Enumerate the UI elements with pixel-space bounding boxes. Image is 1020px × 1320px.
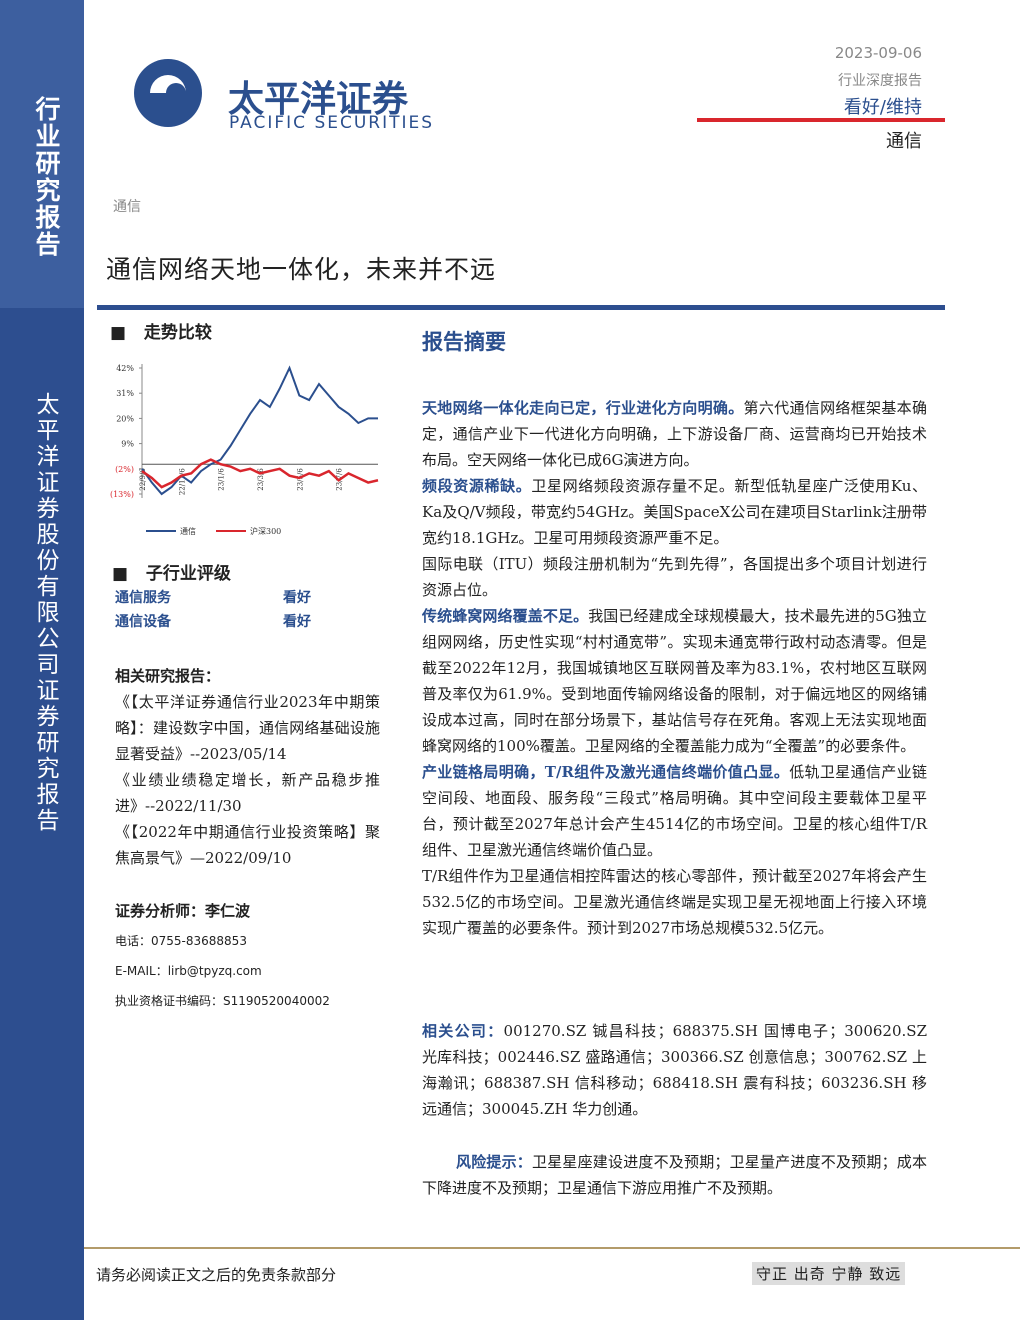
companies-para: 相关公司：001270.SZ 铖昌科技；688375.SH 国博电子；30062… bbox=[422, 1018, 927, 1122]
sidebar-top-text: 行业研究报告 bbox=[32, 96, 61, 258]
paragraph-text: T/R组件作为卫星通信相控阵雷达的核心零部件，预计截至2027年将会产生532.… bbox=[422, 867, 927, 937]
report-item: 《业绩业绩稳定增长，新产品稳步推进》--2022/11/30 bbox=[115, 771, 380, 815]
logo bbox=[125, 26, 210, 152]
summary-body: 天地网络一体化走向已定，行业进化方向明确。第六代通信网络框架基本确定，通信产业下… bbox=[422, 395, 927, 941]
trend-heading: ■ 走势比较 bbox=[110, 323, 212, 343]
series-line bbox=[141, 458, 379, 489]
ratings-heading: ■ 子行业评级 bbox=[112, 564, 231, 584]
summary-paragraph: 频段资源稀缺。卫星网络频段资源存量不足。新型低轨星座广泛使用Ku、Ka及Q/V频… bbox=[422, 473, 927, 551]
analyst-name: 证券分析师：李仁波 bbox=[115, 902, 251, 920]
paragraph-lead: 频段资源稀缺。 bbox=[422, 477, 532, 495]
disclaimer: 请务必阅读正文之后的免责条款部分 bbox=[96, 1266, 337, 1284]
footer-rule bbox=[84, 1247, 1020, 1249]
x-tick-label: 23/3/6 bbox=[257, 468, 265, 491]
summary-paragraph: 国际电联（ITU）频段注册机制为“先到先得”，各国提出多个项目计划进行资源占位。 bbox=[422, 551, 927, 603]
brand-cn: 太平洋证券 bbox=[228, 79, 409, 120]
trend-chart: 42% 31% 20% 9% (2%) (13%) 22/9/6 22/11/6 23/1/6 2… bbox=[110, 364, 379, 536]
companies: 相关公司：001270.SZ 铖昌科技；688375.SH 国博电子；30062… bbox=[422, 1018, 927, 1122]
risk-lead: 风险提示： bbox=[456, 1153, 532, 1171]
title-rule bbox=[97, 305, 945, 310]
summary-heading: 报告摘要 bbox=[422, 329, 506, 354]
x-tick-label: 23/5/6 bbox=[296, 468, 304, 491]
analyst-phone: 电话：0755-83688853 bbox=[115, 934, 247, 948]
paragraph-text: 国际电联（ITU）频段注册机制为“先到先得”，各国提出多个项目计划进行资源占位。 bbox=[422, 555, 927, 599]
summary-paragraph: 产业链格局明确，T/R组件及激光通信终端价值凸显。低轨卫星通信产业链空间段、地面… bbox=[422, 759, 927, 863]
report-type: 行业深度报告 bbox=[838, 73, 922, 89]
y-tick-label: 42% bbox=[116, 364, 134, 373]
y-tick-label: 20% bbox=[116, 414, 134, 423]
y-tick-label: 9% bbox=[121, 440, 134, 449]
risk-text: 卫星星座建设进度不及预期；卫星量产进度不及预期；成本下降进度不及预期；卫星通信下… bbox=[422, 1153, 927, 1197]
summary-paragraph: T/R组件作为卫星通信相控阵雷达的核心零部件，预计截至2027年将会产生532.… bbox=[422, 863, 927, 941]
motto: 守正 出奇 宁静 致远 bbox=[752, 1262, 906, 1285]
rating: 看好/维持 bbox=[843, 97, 922, 118]
paragraph-text: 我国已经建成全球规模最大，技术最先进的5G独立组网网络，历史性实现“村村通宽带”… bbox=[422, 607, 927, 755]
summary-paragraph: 传统蜂窝网络覆盖不足。我国已经建成全球规模最大，技术最先进的5G独立组网网络，历… bbox=[422, 603, 927, 759]
related-heading: 相关研究报告： bbox=[115, 667, 221, 685]
sub-industry: 通信服务 bbox=[115, 590, 171, 606]
paragraph-text: 第六代通信网络框架基本确定，通信产业下一代进化方向明确，上下游设备厂商、运营商均… bbox=[422, 399, 927, 469]
section: 通信 bbox=[113, 199, 141, 215]
trend-heading-text: 走势比较 bbox=[143, 323, 212, 343]
companies-lead: 相关公司： bbox=[422, 1022, 504, 1040]
paragraph-text: 低轨卫星通信产业链空间段、地面段、服务段“三段式”格局明确。其中空间段主要载体卫… bbox=[422, 763, 927, 859]
ratings-heading-text: 子行业评级 bbox=[145, 564, 231, 584]
report-list: 《【太平洋证券通信行业2023年中期策略】：建设数字中国，通信网络基础设施显著受… bbox=[115, 689, 380, 871]
sidebar-bottom bbox=[0, 308, 84, 1320]
legend-label: 沪深300 bbox=[250, 526, 281, 536]
legend-label: 通信 bbox=[180, 526, 196, 536]
risk-para: 风险提示：卫星星座建设进度不及预期；卫星量产进度不及预期；成本下降进度不及预期；… bbox=[422, 1149, 927, 1201]
paragraph-text: 卫星网络频段资源存量不足。新型低轨星座广泛使用Ku、Ka及Q/V频段，带宽约54… bbox=[422, 477, 927, 547]
report-item: 《【2022年中期通信行业投资策略】聚焦高景气》—2022/09/10 bbox=[115, 823, 380, 867]
y-tick-label: (2%) bbox=[115, 465, 134, 474]
rating-row: 通信设备 看好 bbox=[115, 610, 385, 634]
paragraph-lead: 传统蜂窝网络覆盖不足。 bbox=[422, 607, 589, 625]
paragraph-lead: 天地网络一体化走向已定，行业进化方向明确。 bbox=[422, 399, 744, 417]
analyst-license: 执业资格证书编码：S1190520040002 bbox=[115, 994, 330, 1008]
sidebar-bottom-text: 太平洋证券股份有限公司证券研究报告 bbox=[32, 392, 58, 834]
x-tick-label: 23/1/6 bbox=[218, 468, 226, 491]
industry: 通信 bbox=[886, 131, 922, 152]
title: 通信网络天地一体化，未来并不远 bbox=[106, 255, 497, 284]
analyst-email: E-MAIL：lirb@tpyzq.com bbox=[115, 964, 262, 978]
risk: 风险提示：卫星星座建设进度不及预期；卫星量产进度不及预期；成本下降进度不及预期；… bbox=[422, 1149, 927, 1201]
y-tick-label: 31% bbox=[116, 389, 134, 398]
x-tick-label: 22/11/6 bbox=[178, 468, 186, 496]
sub-rating: 看好 bbox=[283, 590, 311, 606]
x-tick-label: 22/9/6 bbox=[139, 468, 147, 491]
ratings-table: 通信服务 看好 通信设备 看好 bbox=[115, 586, 385, 634]
paragraph-lead: 产业链格局明确，T/R组件及激光通信终端价值凸显。 bbox=[422, 763, 790, 781]
brand-en: PACIFIC SECURITIES bbox=[229, 113, 435, 133]
summary-paragraph: 天地网络一体化走向已定，行业进化方向明确。第六代通信网络框架基本确定，通信产业下… bbox=[422, 395, 927, 473]
sub-industry: 通信设备 bbox=[115, 614, 171, 630]
sidebar-top bbox=[0, 0, 84, 308]
y-tick-label: (13%) bbox=[110, 490, 134, 499]
companies-text: 001270.SZ 铖昌科技；688375.SH 国博电子；300620.SZ … bbox=[422, 1022, 927, 1118]
date: 2023-09-06 bbox=[834, 44, 922, 62]
sub-rating: 看好 bbox=[283, 614, 311, 630]
rating-row: 通信服务 看好 bbox=[115, 586, 385, 610]
report-item: 《【太平洋证券通信行业2023年中期策略】：建设数字中国，通信网络基础设施显著受… bbox=[115, 693, 380, 763]
related-reports: 相关研究报告： 《【太平洋证券通信行业2023年中期策略】：建设数字中国，通信网… bbox=[115, 663, 380, 871]
header-rule bbox=[697, 118, 945, 122]
